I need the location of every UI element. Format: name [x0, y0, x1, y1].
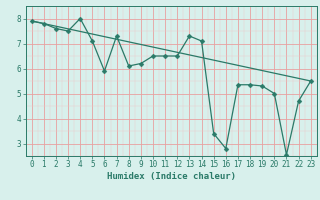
X-axis label: Humidex (Indice chaleur): Humidex (Indice chaleur): [107, 172, 236, 181]
